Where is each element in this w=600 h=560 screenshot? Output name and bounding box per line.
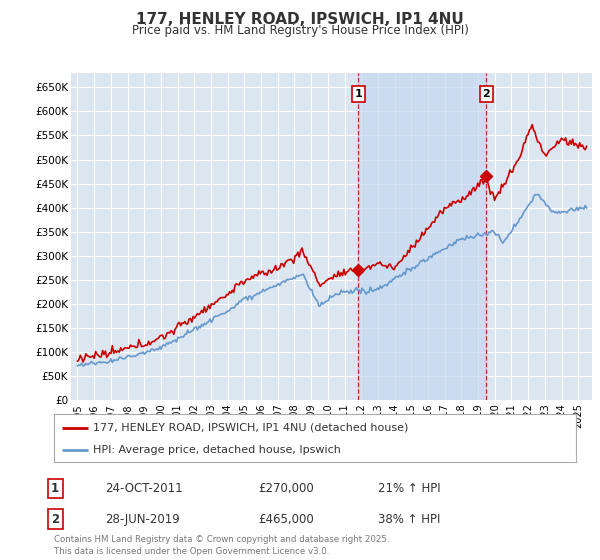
Text: 24-OCT-2011: 24-OCT-2011 [105, 482, 182, 495]
Text: 28-JUN-2019: 28-JUN-2019 [105, 512, 180, 526]
Text: 2: 2 [482, 89, 490, 99]
Text: 21% ↑ HPI: 21% ↑ HPI [378, 482, 440, 495]
Text: £270,000: £270,000 [258, 482, 314, 495]
Text: HPI: Average price, detached house, Ipswich: HPI: Average price, detached house, Ipsw… [93, 445, 341, 455]
Text: 38% ↑ HPI: 38% ↑ HPI [378, 512, 440, 526]
Text: Price paid vs. HM Land Registry's House Price Index (HPI): Price paid vs. HM Land Registry's House … [131, 24, 469, 36]
Text: 177, HENLEY ROAD, IPSWICH, IP1 4NU: 177, HENLEY ROAD, IPSWICH, IP1 4NU [136, 12, 464, 27]
Text: Contains HM Land Registry data © Crown copyright and database right 2025.
This d: Contains HM Land Registry data © Crown c… [54, 535, 389, 556]
Text: 1: 1 [51, 482, 59, 495]
Text: 177, HENLEY ROAD, IPSWICH, IP1 4NU (detached house): 177, HENLEY ROAD, IPSWICH, IP1 4NU (deta… [93, 423, 409, 433]
Text: £465,000: £465,000 [258, 512, 314, 526]
Bar [358, 73, 486, 400]
Text: 1: 1 [355, 89, 362, 99]
Text: 2: 2 [51, 512, 59, 526]
